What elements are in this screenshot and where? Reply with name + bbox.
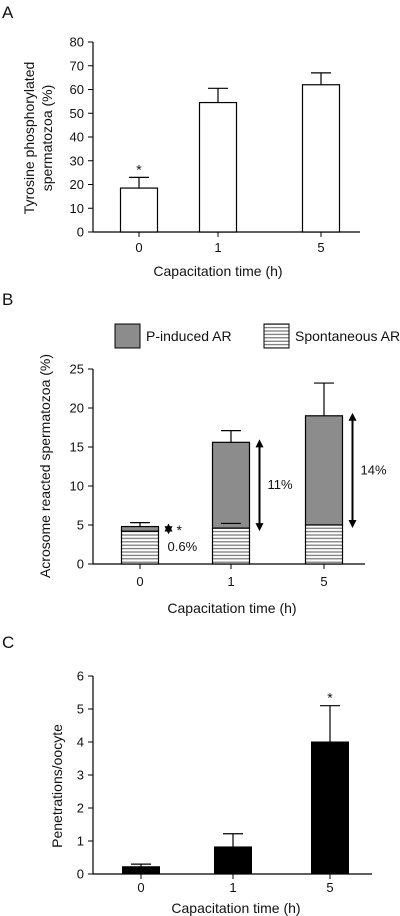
panel-a-xtick-label-0: 0 <box>135 240 142 255</box>
panel-c-xlabel: Capacitation time (h) <box>171 900 300 916</box>
panel-a-chart: 0 10 20 30 40 50 60 70 80 0 1 5 * <box>70 35 360 255</box>
panel-c-xtick-label-0: 0 <box>137 880 144 895</box>
panel-c-ytick-label-5: 5 <box>77 702 84 717</box>
panel-c-ytick-label-4: 4 <box>77 735 84 750</box>
panel-a-xtick-label-1: 1 <box>214 240 221 255</box>
panel-b-ytick-label-4: 20 <box>70 401 84 416</box>
panel-c-xtick-label-1: 1 <box>229 880 236 895</box>
panel-c-ytick-label-3: 3 <box>77 768 84 783</box>
panel-b-ytick-label-5: 25 <box>70 362 84 377</box>
panel-b-mark-0: * <box>177 522 183 538</box>
panel-a-ytick-label-0: 0 <box>77 225 84 240</box>
panel-label-b: B <box>2 290 13 309</box>
panel-a-bar-2 <box>301 84 341 233</box>
panel-a-ytick-label-1: 10 <box>70 201 84 216</box>
panel-a-ytick-label-6: 60 <box>70 82 84 97</box>
panel-c-ytick-label-2: 2 <box>77 801 84 816</box>
panel-c-bar-0 <box>122 866 160 875</box>
panel-a-mark-0: * <box>136 161 142 177</box>
panel-a-xlabel: Capacitation time (h) <box>153 263 282 279</box>
panel-b-xtick-label-1: 1 <box>227 574 234 589</box>
panel-a-xtick-label-2: 5 <box>317 240 324 255</box>
panel-c-xtick-label-2: 5 <box>326 880 333 895</box>
legend-label-spontaneous: Spontaneous AR <box>295 328 400 344</box>
panel-a-ytick-label-5: 50 <box>70 106 84 121</box>
panel-b-ytick-label-0: 0 <box>77 557 84 572</box>
panel-b-bar-pinduced-1 <box>211 441 251 529</box>
panel-b-ylabel: Acrosome reacted spermatozoa (%) <box>37 354 53 578</box>
panel-c-ytick-label-0: 0 <box>77 867 84 882</box>
panel-c-ylabel: Penetrations/oocyte <box>49 724 65 848</box>
panel-a-bar-0 <box>119 187 159 233</box>
panel-b-ytick-label-1: 5 <box>77 518 84 533</box>
panel-label-a: A <box>2 3 14 22</box>
panel-c-ytick-label-1: 1 <box>77 834 84 849</box>
legend-swatch-p-induced <box>114 323 141 349</box>
panel-a-ylabel-line1: Tyrosine phosphorylated <box>21 62 37 215</box>
panel-a-ytick-label-7: 70 <box>70 58 84 73</box>
panel-a-ylabel-line2: spermatozoa (%) <box>39 85 55 192</box>
panel-label-c: C <box>2 633 14 652</box>
legend-swatch-spontaneous <box>263 323 290 349</box>
legend-label-p-induced: P-induced AR <box>146 328 232 344</box>
panel-b-ytick-label-2: 10 <box>70 479 84 494</box>
panel-b-bar-spontaneous-2 <box>304 524 344 565</box>
panel-b-xtick-label-0: 0 <box>136 574 143 589</box>
panel-c-chart: 0 1 2 3 4 5 6 0 1 5 * <box>77 669 372 895</box>
panel-b-bar-spontaneous-0 <box>120 530 160 565</box>
panel-b-bar-spontaneous-1 <box>211 527 251 565</box>
panel-c-mark-2: * <box>327 690 333 706</box>
panel-a-bar-1 <box>198 101 238 233</box>
panel-a-ytick-label-8: 80 <box>70 35 84 50</box>
panel-a-ytick-label-3: 30 <box>70 153 84 168</box>
panel-c-bar-1 <box>214 846 252 875</box>
panel-c-ytick-label-6: 6 <box>77 669 84 684</box>
panel-b-xlabel: Capacitation time (h) <box>167 600 296 616</box>
panel-b-bar-pinduced-0 <box>120 525 160 532</box>
panel-b-annotation-2: 14% <box>361 462 387 477</box>
panel-b-bar-pinduced-2 <box>304 415 344 526</box>
panel-a-ytick-label-4: 40 <box>70 130 84 145</box>
panel-b-ytick-label-3: 15 <box>70 440 84 455</box>
panel-b-annotation-0: 0.6% <box>168 539 198 554</box>
panel-b-annotation-1: 11% <box>268 477 293 492</box>
panel-a-ytick-label-2: 20 <box>70 177 84 192</box>
panel-c-bar-2 <box>311 741 349 875</box>
panel-b-xtick-label-2: 5 <box>320 574 327 589</box>
